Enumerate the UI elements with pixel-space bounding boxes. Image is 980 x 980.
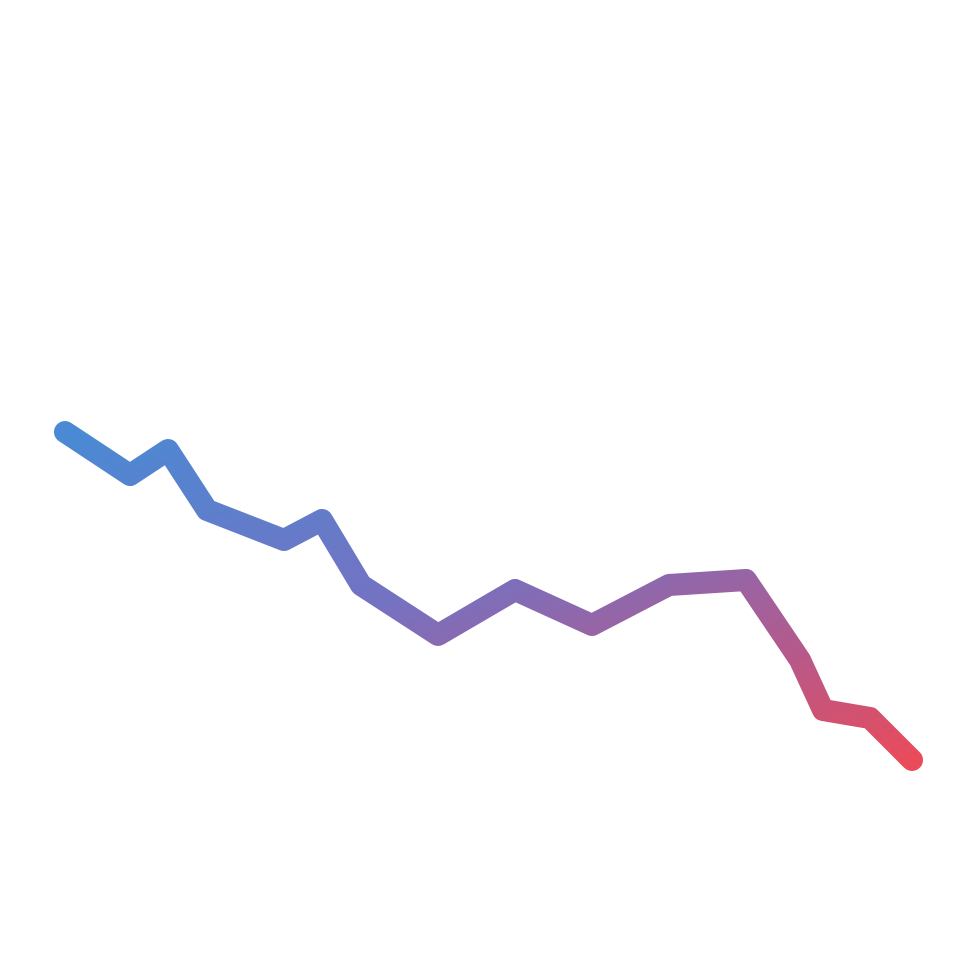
declining-chart-icon	[0, 0, 980, 980]
trend-line	[65, 432, 912, 760]
chart-strokes	[65, 56, 912, 870]
